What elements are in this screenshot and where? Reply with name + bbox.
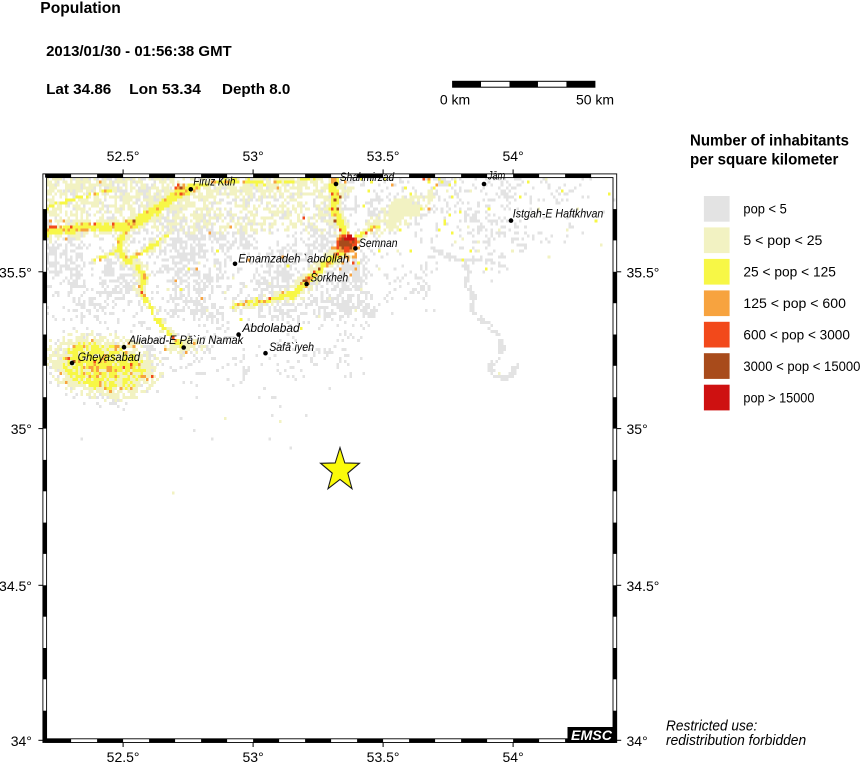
svg-text:Fīrūz Kūh: Fīrūz Kūh <box>193 175 235 189</box>
svg-text:53°: 53° <box>243 749 264 763</box>
svg-text:3000 < pop < 15000: 3000 < pop < 15000 <box>743 359 860 374</box>
svg-text:Istgah-E Haftkhvan: Istgah-E Haftkhvan <box>513 207 604 221</box>
svg-text:35.5°: 35.5° <box>0 264 32 280</box>
svg-text:34.5°: 34.5° <box>627 578 660 594</box>
svg-text:pop > 15000: pop > 15000 <box>743 390 814 405</box>
svg-text:125 < pop < 600: 125 < pop < 600 <box>743 296 846 311</box>
svg-text:redistribution forbidden: redistribution forbidden <box>666 732 806 749</box>
svg-text:25 < pop < 125: 25 < pop < 125 <box>743 265 836 280</box>
svg-text:Semnan: Semnan <box>359 236 398 250</box>
svg-text:2013/01/30 - 01:56:38 GMT: 2013/01/30 - 01:56:38 GMT <box>46 44 232 60</box>
svg-text:Restricted use:: Restricted use: <box>666 718 757 735</box>
svg-text:600 < pop < 3000: 600 < pop < 3000 <box>743 328 850 343</box>
svg-text:34°: 34° <box>627 733 648 749</box>
svg-text:53.5°: 53.5° <box>367 749 400 763</box>
svg-text:34°: 34° <box>11 733 32 749</box>
svg-text:Gheyasabad: Gheyasabad <box>78 350 141 364</box>
svg-text:0 km: 0 km <box>440 92 470 108</box>
svg-text:Aliabad-E Pā`in Namak: Aliabad-E Pā`in Namak <box>128 333 244 347</box>
svg-text:per square kilometer: per square kilometer <box>690 152 838 169</box>
svg-text:Abdolabad: Abdolabad <box>241 321 300 335</box>
svg-text:50 km: 50 km <box>576 92 614 108</box>
svg-text:35°: 35° <box>11 421 32 437</box>
svg-text:Jām: Jām <box>487 169 505 183</box>
svg-text:5 < pop < 25: 5 < pop < 25 <box>743 233 822 248</box>
svg-text:Population: Population <box>40 0 121 17</box>
svg-text:Lon 53.34: Lon 53.34 <box>129 82 201 98</box>
svg-text:35.5°: 35.5° <box>627 264 660 280</box>
svg-text:53°: 53° <box>243 148 264 164</box>
svg-text:Lat 34.86: Lat 34.86 <box>46 82 111 98</box>
svg-text:54°: 54° <box>503 148 524 164</box>
svg-text:pop < 5: pop < 5 <box>743 202 786 217</box>
svg-text:Sorkheh: Sorkheh <box>310 271 348 285</box>
svg-text:35°: 35° <box>627 421 648 437</box>
svg-text:Depth 8.0: Depth 8.0 <box>222 82 290 98</box>
svg-text:54°: 54° <box>503 749 524 763</box>
svg-text:52.5°: 52.5° <box>107 148 140 164</box>
svg-text:Number of inhabitants: Number of inhabitants <box>690 133 849 150</box>
svg-text:Shahmirzad: Shahmirzad <box>340 170 395 184</box>
svg-text:Safā`iyeh: Safā`iyeh <box>269 340 314 354</box>
svg-text:Emamzadeh `abdollah: Emamzadeh `abdollah <box>238 252 349 266</box>
svg-text:53.5°: 53.5° <box>367 148 400 164</box>
svg-text:52.5°: 52.5° <box>107 749 140 763</box>
svg-text:34.5°: 34.5° <box>0 578 32 594</box>
svg-text:EMSC: EMSC <box>571 728 612 743</box>
